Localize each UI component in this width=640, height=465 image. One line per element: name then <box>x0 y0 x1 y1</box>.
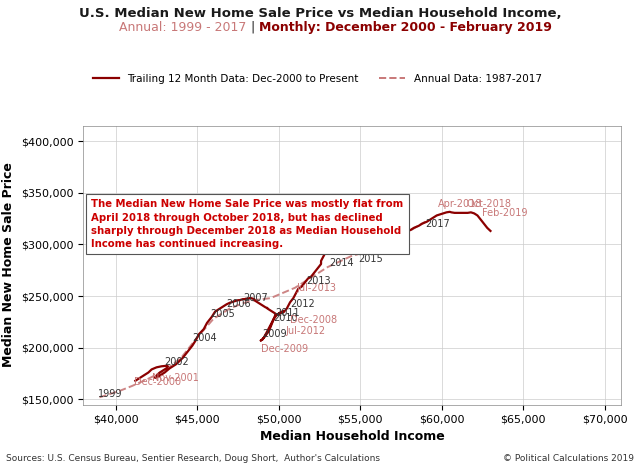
Text: 2006: 2006 <box>227 299 251 310</box>
Text: 2007: 2007 <box>243 293 268 303</box>
Text: © Political Calculations 2019: © Political Calculations 2019 <box>502 454 634 463</box>
Text: 2009: 2009 <box>262 329 287 339</box>
Text: Sources: U.S. Census Bureau, Sentier Research, Doug Short,  Author's Calculation: Sources: U.S. Census Bureau, Sentier Res… <box>6 454 380 463</box>
Text: Sep-2015: Sep-2015 <box>318 243 364 252</box>
Text: Nov-2001: Nov-2001 <box>152 373 198 383</box>
Text: Oct-2018: Oct-2018 <box>466 199 511 209</box>
Text: 2014: 2014 <box>329 258 354 268</box>
Text: 2013: 2013 <box>307 276 331 286</box>
Text: 2012: 2012 <box>290 299 315 310</box>
Text: 2010: 2010 <box>273 313 298 323</box>
Text: 2002: 2002 <box>164 357 189 367</box>
Text: Jul-2012: Jul-2012 <box>285 326 325 336</box>
Y-axis label: Median New Home Sale Price: Median New Home Sale Price <box>3 163 15 367</box>
Text: 1999: 1999 <box>98 389 122 399</box>
Text: 2017: 2017 <box>426 219 450 229</box>
Text: 2005: 2005 <box>211 309 235 319</box>
X-axis label: Median Household Income: Median Household Income <box>260 430 444 443</box>
Text: Dec-2009: Dec-2009 <box>260 344 308 354</box>
Text: 2016: 2016 <box>386 238 411 247</box>
Text: 2015: 2015 <box>358 254 383 264</box>
Text: 2004: 2004 <box>193 332 217 343</box>
Text: Apr-2018: Apr-2018 <box>438 199 483 209</box>
Text: Monthly: December 2000 - February 2019: Monthly: December 2000 - February 2019 <box>259 21 552 34</box>
Text: Jul-2013: Jul-2013 <box>296 283 337 293</box>
Text: Dec-2000: Dec-2000 <box>134 377 181 387</box>
Legend: Trailing 12 Month Data: Dec-2000 to Present, Annual Data: 1987-2017: Trailing 12 Month Data: Dec-2000 to Pres… <box>88 69 546 88</box>
Text: The Median New Home Sale Price was mostly flat from
April 2018 through October 2: The Median New Home Sale Price was mostl… <box>92 199 403 249</box>
Text: Dec-2008: Dec-2008 <box>290 315 337 325</box>
Text: Feb-2019: Feb-2019 <box>483 207 528 218</box>
Text: |: | <box>247 21 259 34</box>
Text: U.S. Median New Home Sale Price vs Median Household Income,: U.S. Median New Home Sale Price vs Media… <box>79 7 561 20</box>
Text: Annual: 1999 - 2017: Annual: 1999 - 2017 <box>120 21 247 34</box>
Text: 2011: 2011 <box>275 308 300 318</box>
